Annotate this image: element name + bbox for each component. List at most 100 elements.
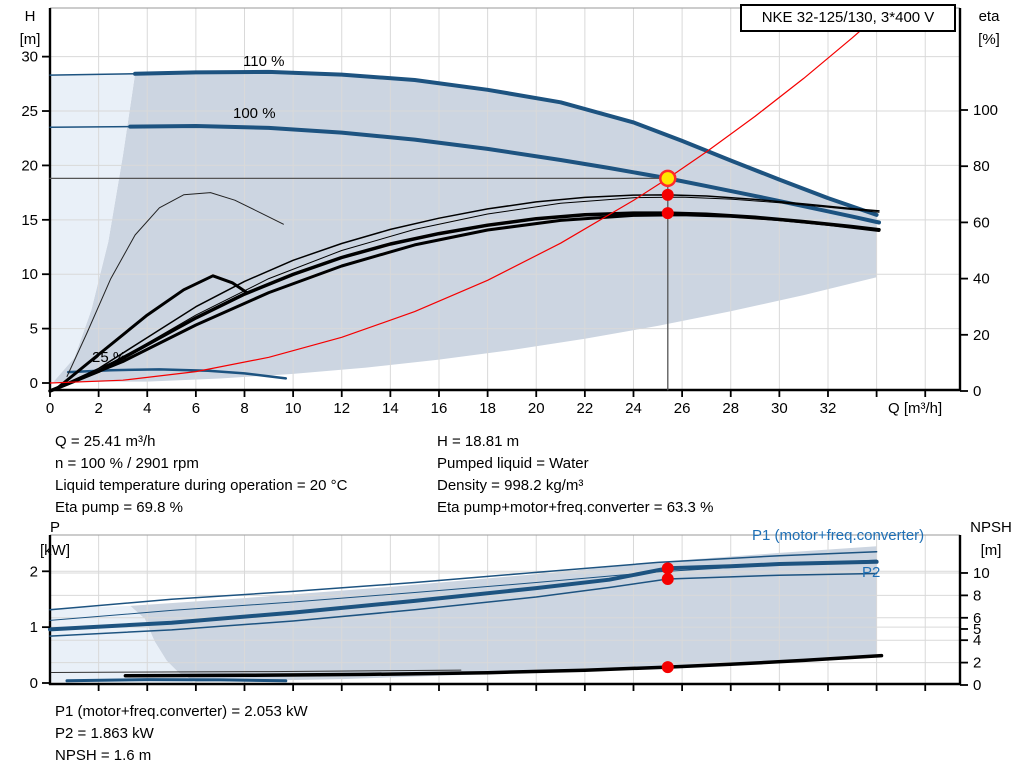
duty-point[interactable] bbox=[659, 169, 677, 188]
eta-arc-25 bbox=[66, 192, 284, 377]
speed-curve-110-ext bbox=[49, 73, 136, 76]
p-axis-label-symbol: P bbox=[49, 519, 60, 536]
tick-label-left: 15 bbox=[21, 212, 38, 229]
npsh-min-line bbox=[50, 669, 462, 673]
tick-label-x: 12 bbox=[333, 400, 350, 417]
eta-total-point bbox=[661, 207, 674, 220]
curve-speed-label: 110 % bbox=[243, 53, 284, 70]
eta-axis-label: eta [%] bbox=[963, 5, 1015, 51]
speed-curve-100-ext bbox=[49, 125, 131, 129]
tick-label-x: 8 bbox=[240, 400, 248, 417]
info-pumped-liquid: Pumped liquid = Water bbox=[437, 455, 589, 472]
npsh-axis-label-symbol: NPSH bbox=[970, 519, 1012, 536]
tick-label-x: 2 bbox=[94, 400, 102, 417]
info-eta-total: Eta pump+motor+freq.converter = 63.3 % bbox=[437, 499, 714, 516]
tick-label-x: 26 bbox=[674, 400, 691, 417]
p2-curve bbox=[49, 572, 878, 637]
tick-label-x: 4 bbox=[143, 400, 151, 417]
tick-label-right: 80 bbox=[973, 158, 990, 175]
low-flow-region bbox=[51, 73, 136, 382]
tick-label-left: 25 bbox=[21, 103, 38, 120]
p2-point bbox=[661, 572, 674, 585]
eta-axis-label-symbol: eta bbox=[978, 8, 1000, 25]
curve-speed-label: 25 % bbox=[92, 349, 126, 366]
eta-axis-label-unit: [%] bbox=[978, 31, 1000, 48]
eta-pump-curve-2 bbox=[49, 196, 880, 392]
speed-curve-110 bbox=[133, 69, 879, 217]
tick-label-right: 0 bbox=[973, 677, 981, 694]
tick-label-right: 10 bbox=[973, 565, 990, 582]
tick-label-left: 5 bbox=[30, 321, 38, 338]
tick-label-right: 2 bbox=[973, 655, 981, 672]
tick-label-x: 32 bbox=[820, 400, 837, 417]
info-q: Q = 25.41 m³/h bbox=[55, 433, 156, 450]
eta-pump-point bbox=[661, 188, 674, 201]
info-head: H = 18.81 m bbox=[437, 433, 520, 450]
operating-envelope bbox=[52, 71, 877, 382]
info-p2: P2 = 1.863 kW bbox=[55, 725, 154, 742]
npsh-axis-label: NPSH [m] bbox=[960, 516, 1022, 562]
tick-label-right: 5 bbox=[973, 621, 981, 638]
tick-label-right: 0 bbox=[973, 383, 981, 400]
tick-label-right: 8 bbox=[973, 587, 981, 604]
operating-point-info-right: H = 18.81 m Pumped liquid = Water Densit… bbox=[437, 431, 713, 519]
p2-curve-label: P2 bbox=[862, 564, 881, 581]
info-npsh: NPSH = 1.6 m bbox=[55, 747, 152, 764]
power-chart: 0 1 2 0 2 456 8 10 bbox=[30, 534, 990, 694]
tick-label-x: 22 bbox=[577, 400, 594, 417]
eta-total-curve bbox=[48, 211, 881, 393]
tick-label-x: 16 bbox=[431, 400, 448, 417]
p1-curve-label: P1 (motor+freq.converter) bbox=[752, 527, 925, 544]
info-speed: n = 100 % / 2901 rpm bbox=[55, 455, 199, 472]
h-axis-label-unit: [m] bbox=[19, 31, 41, 48]
tick-label-x: 14 bbox=[382, 400, 399, 417]
power-low-flow-region bbox=[51, 605, 194, 683]
p1-curve bbox=[48, 559, 879, 632]
eta-arc-mid bbox=[55, 274, 249, 390]
tick-label-left: 0 bbox=[30, 375, 38, 392]
power-info: P1 (motor+freq.converter) = 2.053 kW P2 … bbox=[55, 701, 308, 767]
tick-label-x: 6 bbox=[192, 400, 200, 417]
pump-title-box: NKE 32-125/130, 3*400 V bbox=[740, 4, 956, 32]
tick-label-left: 1 bbox=[30, 619, 38, 636]
info-liquid-temp: Liquid temperature during operation = 20… bbox=[55, 477, 348, 494]
operating-point-info-left: Q = 25.41 m³/h n = 100 % / 2901 rpm Liqu… bbox=[55, 431, 347, 519]
npsh-curve bbox=[123, 653, 884, 678]
tick-label-x: 20 bbox=[528, 400, 545, 417]
tick-label-right: 60 bbox=[973, 214, 990, 231]
curve-speed-label: 100 % bbox=[233, 105, 276, 122]
eta-pump-curve bbox=[49, 194, 880, 392]
tick-label-right: 20 bbox=[973, 327, 990, 344]
tick-label-left: 10 bbox=[21, 266, 38, 283]
info-density: Density = 998.2 kg/m³ bbox=[437, 477, 584, 494]
system-curve bbox=[49, 7, 887, 384]
tick-label-left: 30 bbox=[21, 49, 38, 66]
tick-label-left: 0 bbox=[30, 675, 38, 692]
tick-label-right: 40 bbox=[973, 271, 990, 288]
p-axis-label: P [kW] bbox=[30, 516, 80, 562]
npsh-point bbox=[661, 661, 674, 674]
tick-label-left: 2 bbox=[30, 563, 38, 580]
x-axis-unit-label: Q [m³/h] bbox=[888, 400, 942, 417]
p1-point bbox=[661, 562, 674, 575]
tick-label-right: 6 bbox=[973, 610, 981, 627]
tick-label-right: 100 bbox=[973, 102, 998, 119]
info-eta-pump: Eta pump = 69.8 % bbox=[55, 499, 183, 516]
tick-label-left: 20 bbox=[21, 157, 38, 174]
tick-label-x: 24 bbox=[625, 400, 642, 417]
p-axis-label-unit: [kW] bbox=[40, 542, 70, 559]
power-envelope bbox=[130, 546, 877, 682]
p1-max-curve bbox=[49, 551, 878, 611]
npsh-axis-label-unit: [m] bbox=[980, 542, 1002, 559]
p-25-curve bbox=[65, 678, 288, 683]
info-p1: P1 (motor+freq.converter) = 2.053 kW bbox=[55, 703, 308, 720]
tick-label-x: 18 bbox=[479, 400, 496, 417]
h-axis-label: H [m] bbox=[8, 5, 52, 51]
tick-label-x: 10 bbox=[285, 400, 302, 417]
tick-label-x: 0 bbox=[46, 400, 54, 417]
tick-label-x: 28 bbox=[722, 400, 739, 417]
tick-label-right: 4 bbox=[973, 632, 981, 649]
